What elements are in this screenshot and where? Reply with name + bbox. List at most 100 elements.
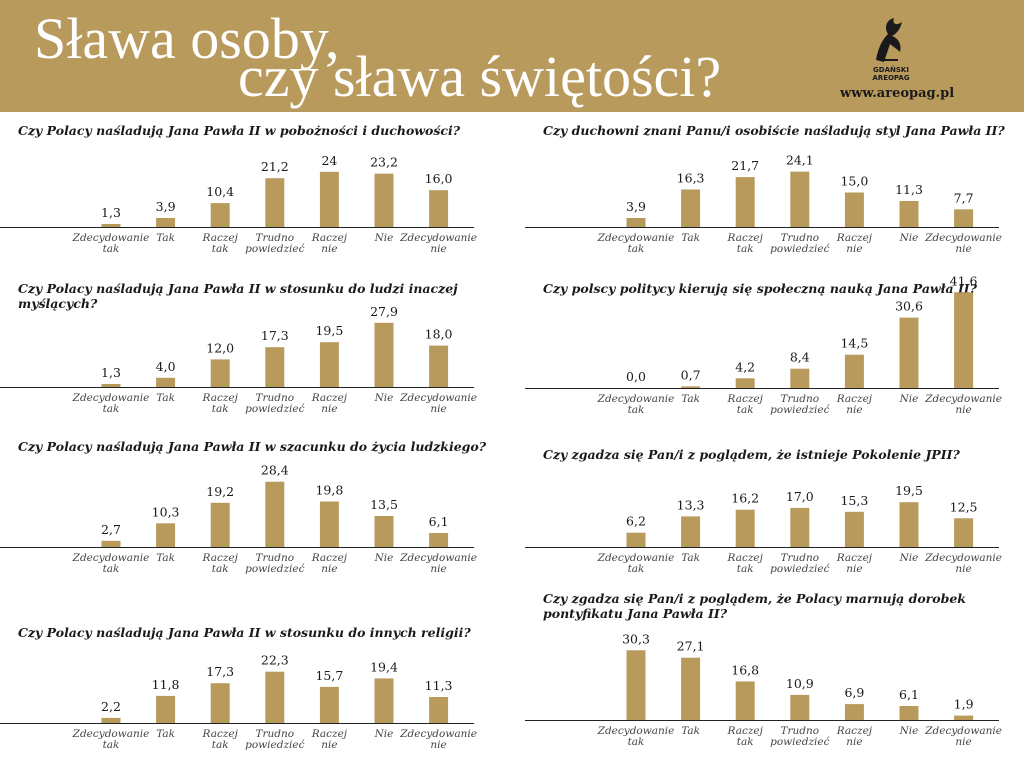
value-label: 1,9 [954,697,974,712]
category-label-line: tak [103,739,120,751]
bar [156,377,176,387]
bar [844,354,864,388]
value-label: 2,2 [101,699,121,714]
value-label: 24,1 [786,153,814,168]
bar [156,523,176,547]
category-label: Raczej tak [727,393,764,416]
category-label-line: Nie [899,552,919,564]
value-label: 22,3 [261,653,289,668]
category-label: Trudno powiedzieć [770,393,829,416]
category-label: Nie [374,552,394,564]
category-label-line: nie [846,243,862,255]
category-label-line: Trudno [781,393,820,405]
category-label-line: nie [430,243,446,255]
category-label: Zdecydowanie tak [597,552,675,575]
category-label: Zdecydowanie nie [399,728,477,751]
bar [210,502,230,547]
bar [210,359,230,387]
category-label: Zdecydowanie tak [72,232,150,255]
category-label-line: Nie [899,725,919,737]
bar [429,190,449,227]
category-label-line: Tak [156,392,175,404]
category-label-line: Raczej [727,725,764,737]
category-label-line: Tak [681,552,700,564]
category-label: Trudno powiedzieć [245,552,304,575]
category-label-line: Nie [374,728,394,740]
category-label-line: tak [628,243,645,255]
chart-title: Czy zgadza się Pan/i z poglądem, że istn… [543,447,960,462]
bar [954,292,974,388]
bar [681,386,701,388]
category-label: Raczej nie [836,725,873,748]
value-label: 10,4 [206,184,234,199]
category-label-line: nie [430,403,446,415]
bar [790,507,810,547]
category-label: Zdecydowanie nie [399,232,477,255]
category-label: Nie [899,552,919,564]
category-label-line: tak [737,736,754,748]
category-label-line: tak [212,739,229,751]
value-label: 17,0 [786,489,814,504]
value-label: 1,3 [101,365,121,380]
bar [101,717,121,723]
bar [626,650,646,720]
category-label: Raczej tak [202,232,239,255]
category-label: Nie [899,725,919,737]
category-label-line: Nie [899,393,919,405]
chart-title: Czy Polacy naśladują Jana Pawła II w sza… [18,439,487,454]
value-label: 15,3 [840,493,868,508]
category-label-line: Zdecydowanie [399,552,477,564]
bar [626,218,646,227]
value-label: 21,2 [261,159,289,174]
category-label: Raczej nie [311,232,348,255]
value-label: 8,4 [790,350,810,365]
bar [790,694,810,720]
category-label-line: Raczej [836,393,873,405]
bar [735,509,755,547]
category-label-line: tak [212,403,229,415]
category-label-line: Tak [681,232,700,244]
bar [319,171,339,227]
category-label-line: nie [321,563,337,575]
category-label-line: Raczej [727,552,764,564]
bar [790,171,810,227]
chart-title: Czy Polacy naśladują Jana Pawła II w pob… [18,123,461,138]
category-label: Zdecydowanie tak [72,728,150,751]
category-label-line: Tak [156,232,175,244]
category-label-line: Zdecydowanie [924,393,1002,405]
category-label: Raczej nie [836,232,873,255]
category-label-line: tak [103,403,120,415]
value-label: 19,5 [895,483,923,498]
category-label-line: tak [103,243,120,255]
value-label: 0,0 [626,369,646,384]
category-label-line: Trudno [256,232,295,244]
category-label: Zdecydowanie tak [597,393,675,416]
areopag-logo-icon [868,14,912,78]
value-label: 23,2 [370,155,398,170]
value-label: 15,0 [840,174,868,189]
category-label-line: Tak [681,725,700,737]
value-label: 19,8 [315,483,343,498]
category-label-line: powiedzieć [770,562,829,575]
bar [374,173,394,227]
bar [899,201,919,227]
category-label: Tak [156,232,175,244]
category-label: Raczej tak [727,232,764,255]
category-label-line: Tak [156,552,175,564]
value-label: 17,3 [261,328,289,343]
category-label-line: Zdecydowanie [924,552,1002,564]
category-label-line: nie [955,736,971,748]
title-line-1: Sława osoby, [34,6,340,71]
category-label-line: Zdecydowanie [399,392,477,404]
category-label-line: nie [955,243,971,255]
category-label: Nie [899,232,919,244]
bar [265,671,285,723]
bar [319,686,339,723]
category-label: Tak [681,725,700,737]
value-label: 30,3 [622,631,650,646]
logo-line-1: GDAŃSKI [873,66,909,74]
category-label-line: nie [846,404,862,416]
category-label-line: Zdecydowanie [597,393,675,405]
